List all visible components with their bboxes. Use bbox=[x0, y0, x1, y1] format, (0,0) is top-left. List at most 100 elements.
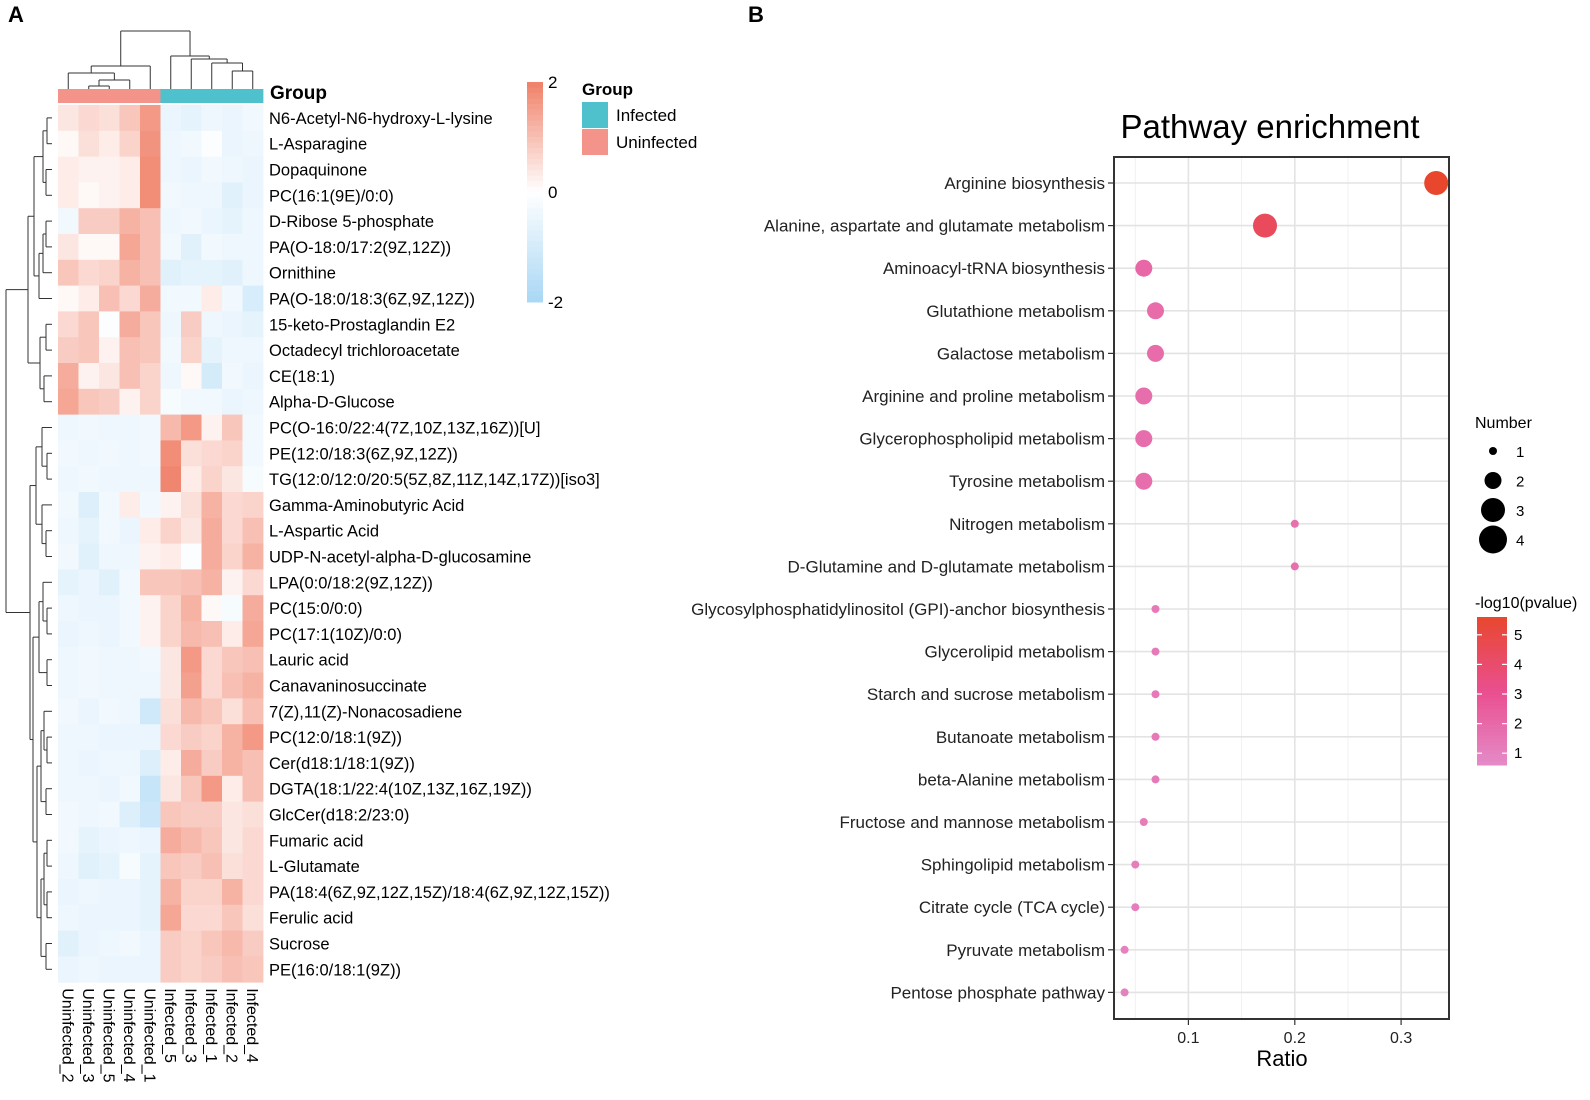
heatmap-cell bbox=[201, 750, 223, 777]
heatmap-cell bbox=[222, 646, 243, 673]
heatmap-cell bbox=[201, 259, 223, 286]
row-label: PC(12:0/18:1(9Z)) bbox=[269, 729, 402, 747]
heatmap-cell bbox=[140, 775, 161, 802]
row-label: PC(16:1(9E)/0:0) bbox=[269, 187, 394, 205]
heatmap-cell bbox=[78, 724, 100, 751]
row-label: PE(16:0/18:1(9Z)) bbox=[269, 961, 401, 979]
heatmap-cell bbox=[58, 337, 79, 364]
heatmap-cell bbox=[99, 492, 120, 519]
heatmap-cell bbox=[222, 621, 243, 648]
heatmap-cell bbox=[140, 879, 161, 906]
heatmap-cell bbox=[140, 724, 161, 751]
heatmap-cell bbox=[181, 724, 202, 751]
heatmap-cell bbox=[222, 672, 243, 699]
enrichment-panel: Pathway enrichment Arginine biosynthesis… bbox=[691, 108, 1577, 1071]
heatmap-cell bbox=[58, 130, 79, 157]
color-legend-swatch bbox=[1477, 698, 1507, 703]
grid-lines bbox=[1114, 157, 1449, 1019]
heatmap-cell bbox=[242, 363, 264, 390]
color-scale-swatch bbox=[527, 93, 543, 99]
heatmap-cell bbox=[222, 569, 243, 596]
heatmap-cell bbox=[242, 750, 264, 777]
color-legend-swatch bbox=[1477, 642, 1507, 648]
color-legend-swatch bbox=[1477, 620, 1507, 625]
heatmap-cell bbox=[119, 363, 141, 390]
row-label: PC(O-16:0/22:4(7Z,10Z,13Z,16Z))[U] bbox=[269, 420, 540, 438]
heatmap-cell bbox=[181, 672, 202, 699]
heatmap-cell bbox=[99, 750, 120, 777]
color-legend-swatch bbox=[1477, 716, 1507, 722]
heatmap-cell bbox=[181, 621, 202, 648]
heatmap-cell bbox=[160, 827, 182, 854]
heatmap-cell bbox=[242, 879, 264, 906]
heatmap-cell bbox=[78, 388, 100, 415]
heatmap-cell bbox=[222, 775, 243, 802]
heatmap-cell bbox=[58, 750, 79, 777]
heatmap-cell bbox=[222, 543, 243, 570]
heatmap-cell bbox=[242, 208, 264, 235]
color-legend-swatch bbox=[1477, 739, 1507, 744]
heatmap-cell bbox=[160, 311, 182, 338]
y-tick-label: Aminoacyl-tRNA biosynthesis bbox=[883, 259, 1105, 278]
data-point bbox=[1151, 605, 1160, 613]
heatmap-cell bbox=[99, 440, 120, 467]
heatmap-cell bbox=[119, 517, 141, 544]
heatmap-cell bbox=[58, 621, 79, 648]
heatmap-cell bbox=[119, 827, 141, 854]
heatmap-cell bbox=[119, 853, 141, 880]
column-dendrogram bbox=[67, 30, 254, 89]
heatmap-cell bbox=[58, 363, 79, 390]
y-tick-label: Butanoate metabolism bbox=[936, 728, 1105, 747]
heatmap-cell bbox=[160, 208, 182, 235]
heatmap-cell bbox=[99, 543, 120, 570]
heatmap-cell bbox=[222, 853, 243, 880]
heatmap-cell bbox=[140, 414, 161, 441]
heatmap-cell bbox=[160, 621, 182, 648]
row-label: N6-Acetyl-N6-hydroxy-L-lysine bbox=[269, 110, 493, 128]
row-label: Ornithine bbox=[269, 265, 336, 283]
heatmap-cell bbox=[160, 234, 182, 261]
heatmap-cell bbox=[160, 724, 182, 751]
heatmap-cell bbox=[99, 724, 120, 751]
data-point bbox=[1120, 988, 1129, 997]
heatmap-cell bbox=[78, 105, 100, 132]
row-label: D-Ribose 5-phosphate bbox=[269, 213, 434, 231]
heatmap-cell bbox=[78, 904, 100, 931]
heatmap-cell bbox=[242, 156, 264, 183]
heatmap-cell bbox=[99, 156, 120, 183]
heatmap-cell bbox=[119, 285, 141, 312]
heatmap-cell bbox=[201, 285, 223, 312]
heatmap-cell bbox=[181, 569, 202, 596]
heatmap-cell bbox=[99, 827, 120, 854]
heatmap-cell bbox=[242, 285, 264, 312]
heatmap-cell bbox=[201, 466, 223, 493]
heatmap-cell bbox=[78, 517, 100, 544]
heatmap-cell bbox=[181, 182, 202, 209]
heatmap-cell bbox=[160, 904, 182, 931]
heatmap-cell bbox=[242, 621, 264, 648]
column-label: Uninfected_1 bbox=[140, 988, 157, 1082]
heatmap-cell bbox=[181, 750, 202, 777]
group-annotation-cell bbox=[222, 89, 243, 103]
heatmap-cell bbox=[242, 105, 264, 132]
heatmap-cell bbox=[140, 234, 161, 261]
color-scale-swatch bbox=[527, 197, 543, 204]
group-annotation-cell bbox=[160, 89, 182, 103]
color-scale-swatch bbox=[527, 274, 543, 281]
row-label: 15-keto-Prostaglandin E2 bbox=[269, 316, 455, 334]
heatmap-cell bbox=[242, 543, 264, 570]
heatmap-cell bbox=[201, 363, 223, 390]
heatmap-cell bbox=[242, 414, 264, 441]
y-tick-label: Tyrosine metabolism bbox=[949, 472, 1105, 491]
heatmap-cell bbox=[99, 208, 120, 235]
y-tick-label: Sphingolipid metabolism bbox=[921, 856, 1105, 875]
heatmap-cell bbox=[201, 930, 223, 957]
data-point bbox=[1139, 818, 1148, 826]
color-legend-swatch bbox=[1477, 724, 1507, 729]
heatmap-cell bbox=[99, 879, 120, 906]
size-legend-label: 3 bbox=[1516, 503, 1524, 520]
color-legend-swatch bbox=[1477, 661, 1507, 666]
row-label: PC(17:1(10Z)/0:0) bbox=[269, 626, 402, 644]
heatmap-cell bbox=[201, 182, 223, 209]
heatmap-cell bbox=[160, 517, 182, 544]
